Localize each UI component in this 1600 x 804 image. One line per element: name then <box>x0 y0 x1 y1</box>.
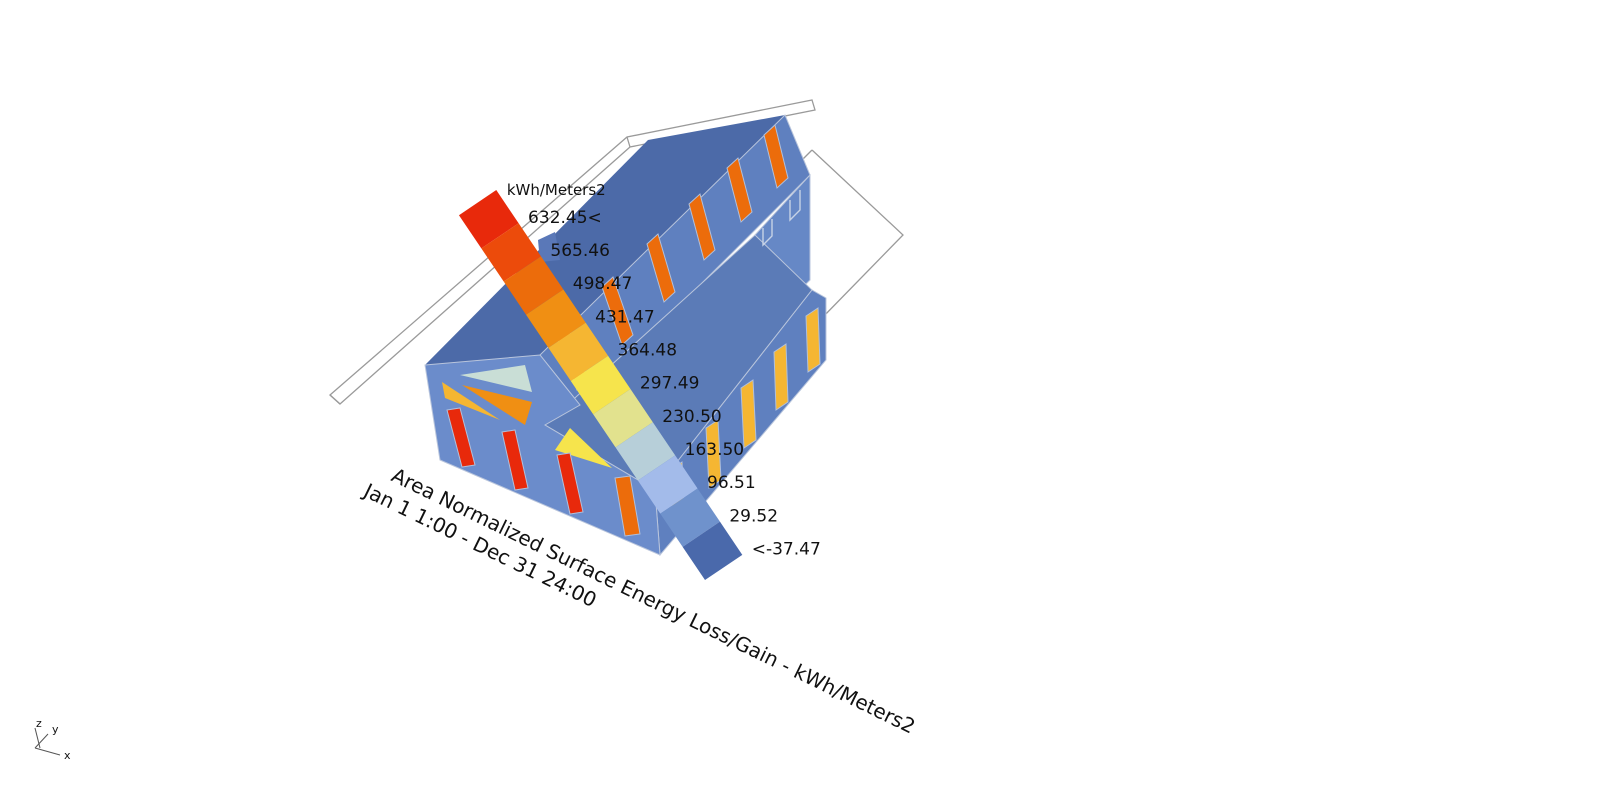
gable-window-light <box>460 365 532 392</box>
axis-widget: z y x <box>34 717 71 762</box>
legend-cell <box>526 289 586 348</box>
axis-y-label: y <box>52 723 59 736</box>
wing-frame <box>762 219 773 247</box>
legend-label: 498.47 <box>573 274 632 294</box>
roof-left <box>425 115 785 365</box>
window-orange-gable <box>614 475 641 537</box>
color-legend: 632.45< 565.46 498.47 431.47 364.48 297.49 230… <box>458 181 821 580</box>
legend-cell <box>481 223 541 282</box>
gable-window-yellow <box>555 428 612 468</box>
window-red-3 <box>556 452 584 515</box>
legend-cell <box>593 389 653 448</box>
legend-label: 632.45< <box>528 208 602 228</box>
building-model <box>424 114 827 557</box>
dormer-roof <box>538 232 560 262</box>
legend-cell <box>548 322 609 382</box>
axis-x-label: x <box>64 749 71 762</box>
legend-label: 364.48 <box>618 341 677 361</box>
axis-z-label: z <box>36 717 42 730</box>
wing-frame-2 <box>789 190 801 222</box>
legend-label: 163.50 <box>685 440 744 460</box>
legend-unit: kWh/Meters2 <box>507 181 606 199</box>
legend-label: 96.51 <box>707 473 756 493</box>
legend-label: 565.46 <box>550 241 609 261</box>
window-right-5 <box>805 307 821 373</box>
window-right-4 <box>773 343 789 411</box>
legend-cell <box>458 190 519 249</box>
legend-label: <-37.47 <box>752 540 821 560</box>
legend-cell <box>615 422 676 481</box>
window-upper-6 <box>763 124 789 189</box>
legend-cell <box>682 521 743 580</box>
legend-cell <box>637 455 698 514</box>
context-wireframe <box>329 99 904 405</box>
window-right-3 <box>740 379 757 449</box>
legend-label: 230.50 <box>662 407 721 427</box>
window-upper-3 <box>646 233 676 303</box>
gable-window-orange <box>462 385 532 425</box>
window-upper-2 <box>601 276 634 346</box>
window-right-2 <box>705 419 722 489</box>
window-upper-4 <box>688 193 716 261</box>
window-red-1 <box>446 407 476 468</box>
legend-label: 431.47 <box>595 307 654 327</box>
window-upper-5 <box>726 157 753 223</box>
legend-cell <box>503 256 564 315</box>
legend-cell <box>570 355 631 415</box>
window-red-2 <box>501 429 529 491</box>
legend-label: 297.49 <box>640 374 699 394</box>
legend-cell <box>660 488 720 547</box>
gable-window-amber <box>442 382 500 420</box>
legend-label: 29.52 <box>729 506 778 526</box>
